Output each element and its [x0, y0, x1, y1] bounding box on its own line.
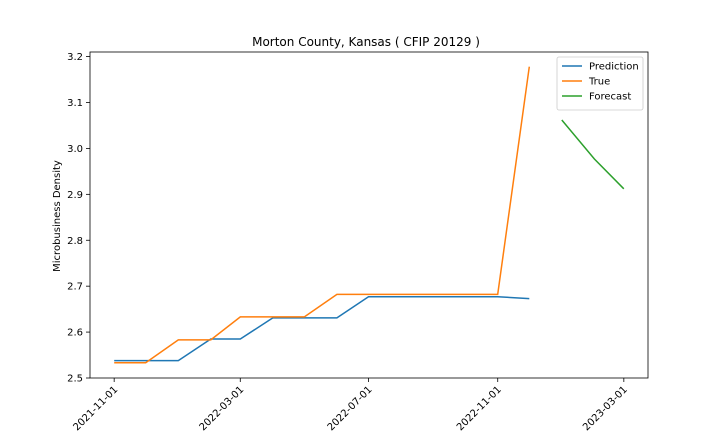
- x-tick-label: 2021-11-01: [71, 384, 120, 432]
- plot-area: [114, 66, 625, 364]
- series-line-forecast: [561, 119, 625, 190]
- y-tick-label: 3.1: [67, 98, 83, 109]
- y-tick-label: 2.7: [67, 282, 83, 293]
- y-tick-label: 2.5: [67, 374, 83, 385]
- legend-label-forecast: Forecast: [589, 92, 631, 103]
- chart-title: Morton County, Kansas ( CFIP 20129 ): [252, 35, 480, 49]
- x-tick-label: 2022-07-01: [326, 384, 375, 432]
- y-tick-label: 3.2: [67, 52, 83, 63]
- y-tick-label: 2.8: [67, 236, 83, 247]
- y-tick-label: 2.9: [67, 190, 83, 201]
- plot-frame: [89, 51, 649, 379]
- series-line-prediction: [114, 295, 530, 362]
- y-tick-label: 2.6: [67, 328, 83, 339]
- y-axis-label: Microbusiness Density: [52, 160, 63, 272]
- legend-label-true: True: [588, 77, 610, 88]
- legend: Prediction True Forecast: [556, 56, 644, 111]
- y-tick-label: 3.0: [67, 144, 83, 155]
- series-line-true: [114, 66, 531, 364]
- x-tick-label: 2022-03-01: [198, 384, 247, 432]
- legend-label-prediction: Prediction: [589, 62, 639, 73]
- x-tick-label: 2023-03-01: [581, 384, 630, 432]
- x-tick-label: 2022-11-01: [455, 384, 504, 432]
